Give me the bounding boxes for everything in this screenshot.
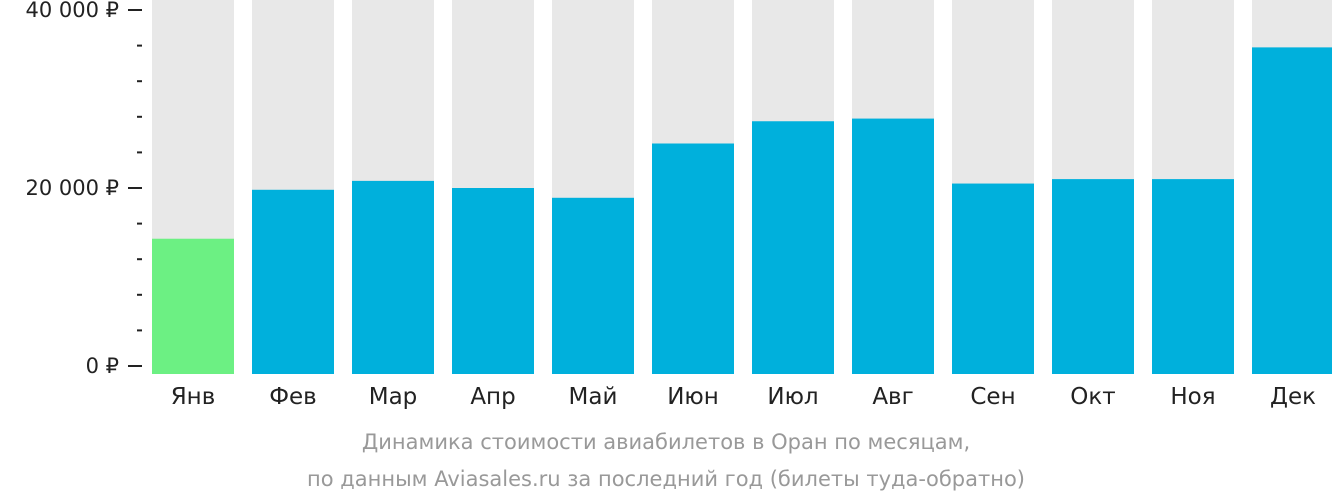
y-tick-label: 0 ₽ (86, 354, 119, 378)
caption-line-1: Динамика стоимости авиабилетов в Оран по… (361, 430, 971, 454)
caption-line-2: по данным Aviasales.ru за последний год … (307, 467, 1025, 491)
x-tick-label: Мар (369, 384, 418, 410)
bars-group (152, 0, 1332, 374)
x-tick-label: Фев (269, 384, 317, 410)
x-tick-label: Янв (171, 384, 216, 410)
x-tick-label: Ноя (1170, 384, 1215, 410)
bar-Янв (152, 238, 234, 374)
x-tick-label: Сен (970, 384, 1015, 410)
y-axis: 0 ₽ 20 000 ₽ 40 000 ₽ (25, 0, 142, 378)
x-tick-label: Дек (1270, 384, 1316, 410)
y-tick-label: 20 000 ₽ (25, 176, 119, 200)
x-tick-label: Июн (667, 384, 719, 410)
bar-Окт (1052, 179, 1134, 374)
bar-Май (552, 197, 634, 374)
bar-Дек (1252, 47, 1332, 374)
x-axis-labels: Янв Фев Мар Апр Май Июн Июл Авг Сен Окт Ноя Дек (171, 384, 1316, 410)
bar-Апр (452, 188, 534, 374)
bar-Мар (352, 180, 434, 374)
y-tick-label: 40 000 ₽ (25, 0, 119, 22)
x-tick-label: Июл (767, 384, 818, 410)
x-tick-label: Апр (470, 384, 515, 410)
x-tick-label: Май (569, 384, 618, 410)
bar-Фев (252, 189, 334, 374)
bar-Июн (652, 143, 734, 374)
bar-Ноя (1152, 179, 1234, 374)
x-tick-label: Окт (1070, 384, 1115, 410)
bar-Сен (952, 183, 1034, 374)
bar-Авг (852, 118, 934, 374)
bar-Июл (752, 121, 834, 374)
x-tick-label: Авг (872, 384, 913, 410)
